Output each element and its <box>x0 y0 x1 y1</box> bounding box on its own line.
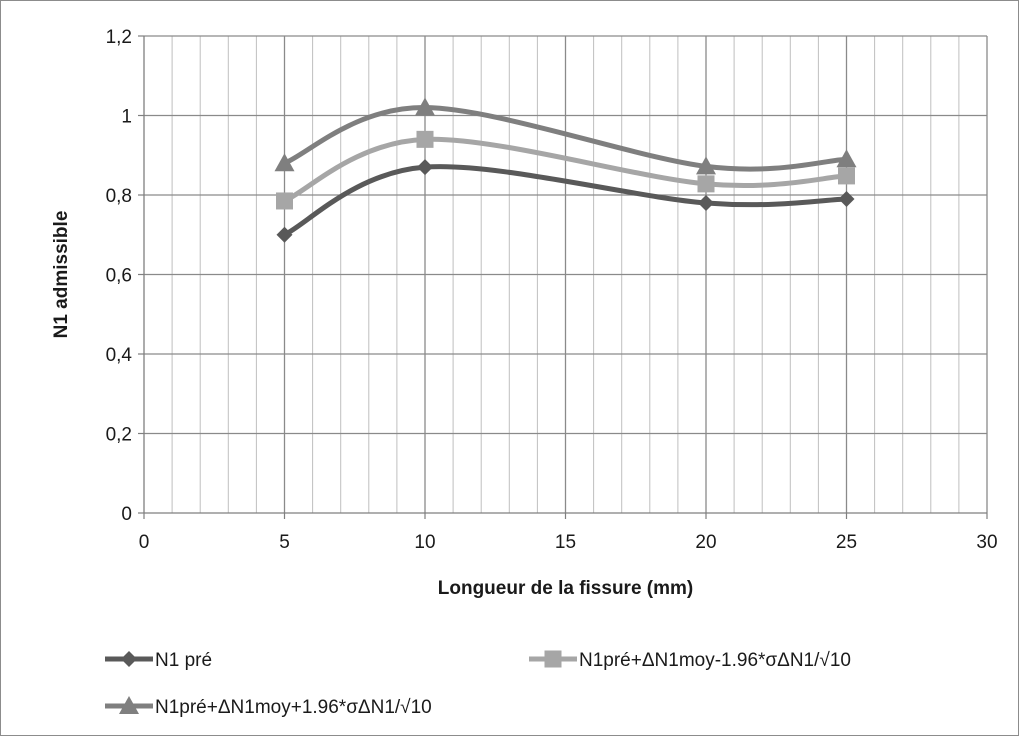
series-lines <box>274 97 857 243</box>
data-point-square <box>697 175 715 193</box>
data-point-triangle <box>836 149 857 168</box>
legend-label: N1pré+ΔN1moy+1.96*σΔN1/√10 <box>155 697 432 718</box>
series-1 <box>276 159 855 243</box>
data-point-triangle <box>274 153 295 172</box>
gridlines <box>144 35 988 513</box>
y-tick-label: 0,2 <box>106 425 132 446</box>
series-line <box>282 164 849 238</box>
legend-marker-square <box>544 650 562 668</box>
data-point-square <box>838 167 855 185</box>
series-line <box>282 136 849 204</box>
y-axis-title: N1 admissible <box>51 211 72 339</box>
data-point-diamond <box>276 226 293 243</box>
axes <box>138 35 988 519</box>
series-2 <box>276 130 855 210</box>
data-point-diamond <box>417 159 433 176</box>
x-tick-label: 20 <box>695 532 716 553</box>
tick-labels: 0 5 10 15 20 25 30 0 0,2 0,4 0,6 0,8 1 1,2 <box>106 27 998 553</box>
y-tick-label: 0,4 <box>106 345 133 366</box>
y-tick-label: 1 <box>121 107 132 128</box>
y-tick-label: 0,8 <box>106 186 132 207</box>
series-line <box>282 105 849 172</box>
x-tick-label: 0 <box>139 532 150 553</box>
legend-item-3: N1pré+ΔN1moy+1.96*σΔN1/√10 <box>105 696 432 718</box>
y-tick-label: 1,2 <box>106 27 132 48</box>
x-tick-label: 10 <box>414 532 435 553</box>
legend-marker-triangle <box>119 696 139 714</box>
legend: N1 pré N1pré+ΔN1moy-1.96*σΔN1/√10 N1pré+ΔN… <box>105 650 851 718</box>
data-point-diamond <box>698 194 714 211</box>
data-point-triangle <box>415 97 435 116</box>
legend-marker-diamond <box>121 651 137 667</box>
y-tick-label: 0 <box>121 504 132 525</box>
x-axis-title: Longueur de la fissure (mm) <box>438 578 693 599</box>
x-tick-label: 30 <box>976 532 997 553</box>
data-point-square <box>416 130 434 148</box>
legend-label: N1pré+ΔN1moy-1.96*σΔN1/√10 <box>579 650 851 671</box>
x-tick-label: 5 <box>279 532 290 553</box>
y-tick-label: 0,6 <box>106 266 132 287</box>
data-point-triangle <box>696 156 716 175</box>
data-point-square <box>276 192 293 210</box>
x-tick-label: 15 <box>555 532 576 553</box>
data-point-diamond <box>838 190 855 207</box>
legend-item-2: N1pré+ΔN1moy-1.96*σΔN1/√10 <box>529 650 851 671</box>
legend-item-1: N1 pré <box>105 650 212 671</box>
series-3 <box>274 97 857 175</box>
legend-label: N1 pré <box>155 650 212 671</box>
x-tick-label: 25 <box>836 532 857 553</box>
